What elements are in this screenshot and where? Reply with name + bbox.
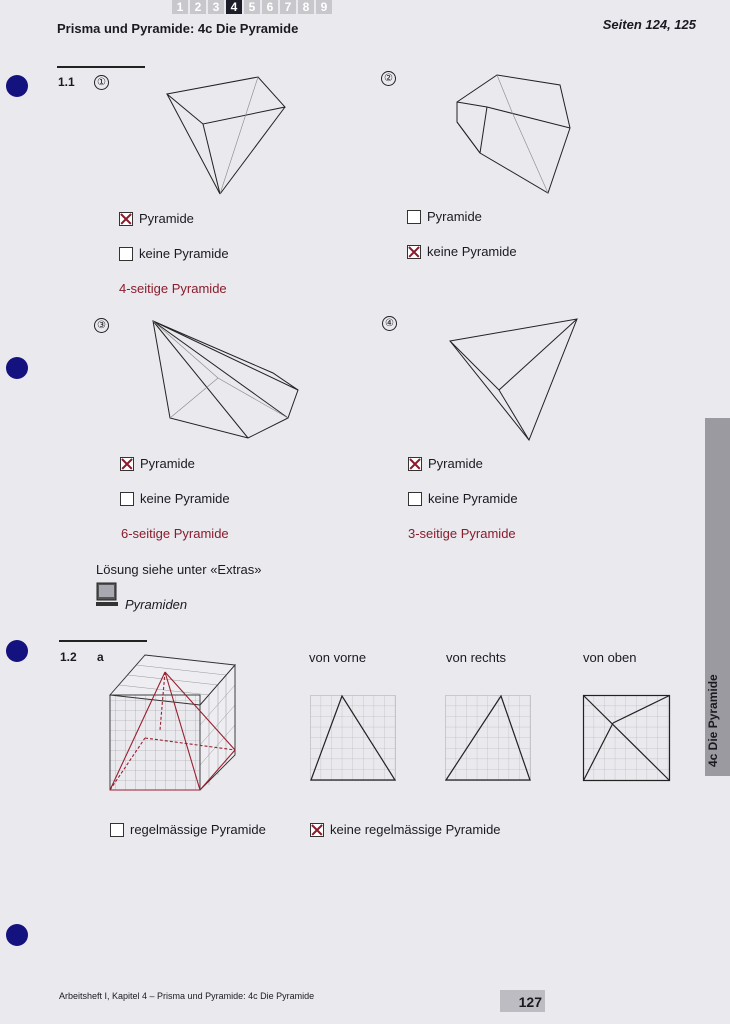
page-reference: Seiten 124, 125	[602, 17, 696, 32]
section-rule	[59, 640, 147, 642]
checkbox-checked[interactable]	[407, 244, 421, 259]
option-keine-pyramide[interactable]: keine Pyramide	[407, 244, 517, 259]
punch-hole	[6, 357, 28, 379]
checkbox-checked[interactable]	[119, 211, 133, 226]
chapter-side-label: 4c Die Pyramide	[706, 674, 720, 767]
chapter-tab: 1	[172, 0, 188, 14]
extras-link[interactable]: Pyramiden	[125, 597, 188, 612]
chapter-side-tab	[705, 418, 730, 776]
option-pyramide[interactable]: Pyramide	[120, 456, 195, 471]
item-number: ④	[382, 316, 397, 331]
option-pyramide[interactable]: Pyramide	[408, 456, 483, 471]
option-label: Pyramide	[427, 209, 482, 224]
solution-note: Lösung siehe unter «Extras»	[96, 562, 262, 577]
footer-text: Arbeitsheft I, Kapitel 4 – Prisma und Py…	[59, 991, 315, 1001]
page-number: 127	[500, 990, 545, 1012]
option-label: Pyramide	[140, 456, 195, 471]
chapter-tab: 6	[262, 0, 278, 14]
chapter-tab: 7	[280, 0, 296, 14]
checkbox[interactable]	[407, 209, 421, 224]
checkbox-checked[interactable]	[120, 456, 134, 471]
option-label: keine Pyramide	[427, 244, 517, 259]
figure-solid-2	[456, 74, 571, 194]
computer-icon	[96, 582, 118, 606]
option-label: Pyramide	[139, 211, 194, 226]
option-keine-pyramide[interactable]: keine Pyramide	[120, 491, 230, 506]
cube-pyramid-figure	[109, 654, 236, 791]
option-label: keine Pyramide	[140, 491, 230, 506]
figure-solid-3	[152, 320, 299, 439]
chapter-tab: 9	[316, 0, 332, 14]
option-label: keine regelmässige Pyramide	[330, 822, 501, 837]
task-number: 1.2	[60, 650, 77, 664]
chapter-tab: 5	[244, 0, 260, 14]
item-number: ②	[381, 71, 396, 86]
figure-solid-1	[165, 76, 286, 195]
view-label-top: von oben	[583, 650, 637, 665]
view-front-drawing	[310, 694, 397, 781]
checkbox[interactable]	[120, 491, 134, 506]
answer-text: 3-seitige Pyramide	[408, 526, 516, 541]
item-number: ③	[94, 318, 109, 333]
chapter-tab-active: 4	[226, 0, 242, 14]
section-rule	[57, 66, 145, 68]
option-label: keine Pyramide	[139, 246, 229, 261]
option-label: keine Pyramide	[428, 491, 518, 506]
option-regelmaessige[interactable]: regelmässige Pyramide	[110, 822, 266, 837]
answer-text: 6-seitige Pyramide	[121, 526, 229, 541]
view-top-drawing	[582, 694, 671, 782]
figure-solid-4	[449, 318, 578, 441]
option-keine-pyramide[interactable]: keine Pyramide	[408, 491, 518, 506]
chapter-tab: 2	[190, 0, 206, 14]
checkbox[interactable]	[408, 491, 422, 506]
punch-hole	[6, 924, 28, 946]
punch-hole	[6, 640, 28, 662]
option-keine-pyramide[interactable]: keine Pyramide	[119, 246, 229, 261]
answer-text: 4-seitige Pyramide	[119, 281, 227, 296]
checkbox-checked[interactable]	[310, 822, 324, 837]
page-title: Prisma und Pyramide: 4c Die Pyramide	[57, 21, 299, 36]
option-pyramide[interactable]: Pyramide	[119, 211, 194, 226]
view-label-right: von rechts	[446, 650, 506, 665]
option-label: Pyramide	[428, 456, 483, 471]
view-label-front: von vorne	[309, 650, 367, 665]
checkbox-checked[interactable]	[408, 456, 422, 471]
checkbox[interactable]	[119, 246, 133, 261]
checkbox[interactable]	[110, 822, 124, 837]
task-number: 1.1	[58, 75, 75, 89]
task-part: a	[97, 650, 104, 664]
item-number: ①	[94, 75, 109, 90]
option-pyramide[interactable]: Pyramide	[407, 209, 482, 224]
chapter-tab: 3	[208, 0, 224, 14]
view-right-drawing	[444, 694, 531, 781]
chapter-tab: 8	[298, 0, 314, 14]
option-keine-regelmaessige[interactable]: keine regelmässige Pyramide	[310, 822, 501, 837]
option-label: regelmässige Pyramide	[130, 822, 266, 837]
punch-hole	[6, 75, 28, 97]
